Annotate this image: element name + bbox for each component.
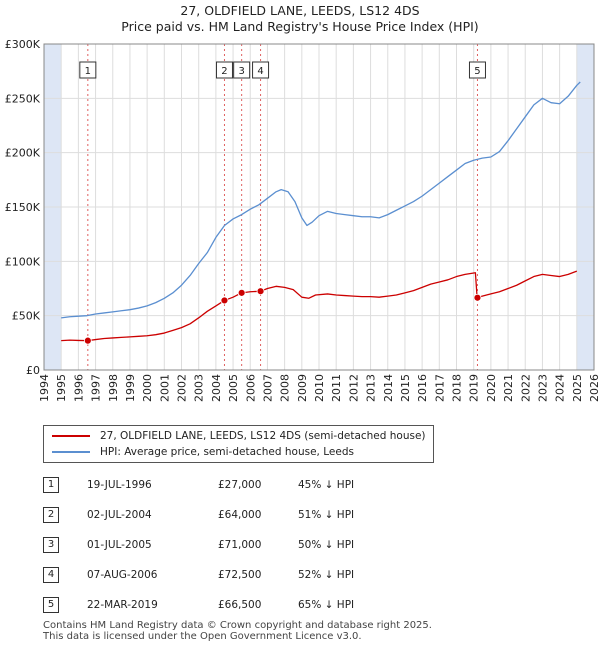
x-tick-label: 1997	[90, 374, 103, 402]
hpi-line	[61, 81, 581, 319]
y-tick-label: £250K	[5, 92, 41, 105]
sale-marker-label-1: 1	[85, 66, 91, 77]
sale-marker-label-2: 2	[221, 66, 227, 77]
x-tick-label: 2013	[365, 374, 378, 402]
plot-frame	[43, 43, 595, 371]
x-tick-label: 1994	[38, 374, 51, 402]
sale-point-4	[256, 287, 265, 296]
legend-item-hpi: HPI: Average price, semi-detached house,…	[52, 445, 354, 459]
sale-hpi-diff: 50% ↓ HPI	[298, 539, 355, 551]
y-tick-label: £200K	[5, 147, 41, 160]
legend-item-property: 27, OLDFIELD LANE, LEEDS, LS12 4DS (semi…	[52, 429, 426, 443]
price-chart: 1 2 3 4 5£0£50K£100K£150K£200K£250K£300K1994…	[5, 38, 600, 402]
sale-hpi-diff: 52% ↓ HPI	[298, 569, 355, 581]
sale-date: 01-JUL-2005	[87, 539, 152, 551]
x-tick-label: 2020	[485, 374, 498, 402]
x-tick-label: 2008	[279, 374, 292, 402]
x-tick-label: 1996	[72, 374, 85, 402]
x-tick-label: 2000	[141, 374, 154, 402]
sale-hpi-diff: 45% ↓ HPI	[298, 479, 355, 491]
footer-copyright: Contains HM Land Registry data © Crown c…	[43, 620, 432, 631]
y-tick-label: £150K	[5, 201, 41, 214]
sale-number-badge: 4	[43, 567, 59, 583]
table-row: 1 19-JUL-1996 £27,000 45% ↓ HPI	[43, 477, 403, 493]
legend-label-property: 27, OLDFIELD LANE, LEEDS, LS12 4DS (semi…	[100, 430, 426, 442]
sale-number-badge: 1	[43, 477, 59, 493]
chart-title: 27, OLDFIELD LANE, LEEDS, LS12 4DS	[180, 3, 420, 18]
sale-point-5	[473, 293, 482, 302]
sale-marker-box-2	[215, 61, 233, 79]
x-tick-label: 2023	[536, 374, 549, 402]
sale-price: £71,000	[218, 539, 262, 551]
x-tick-label: 1995	[55, 374, 68, 402]
x-tick-label: 2014	[382, 374, 395, 402]
sale-marker-box-1	[79, 61, 97, 79]
x-tick-label: 2004	[210, 374, 223, 402]
x-tick-label: 2019	[468, 374, 481, 402]
sale-point-1	[83, 336, 92, 345]
x-tick-label: 2009	[296, 374, 309, 402]
x-tick-label: 2011	[330, 374, 343, 402]
legend: 27, OLDFIELD LANE, LEEDS, LS12 4DS (semi…	[43, 425, 434, 463]
x-tick-label: 2017	[433, 374, 446, 402]
x-tick-label: 2002	[176, 374, 189, 402]
legend-label-hpi: HPI: Average price, semi-detached house,…	[100, 446, 354, 458]
sale-marker-box-4	[252, 61, 270, 79]
sale-price: £66,500	[218, 599, 262, 611]
x-tick-label: 2001	[158, 374, 171, 402]
y-tick-label: £300K	[5, 38, 41, 51]
x-tick-label: 2007	[261, 374, 274, 402]
x-tick-label: 2003	[193, 374, 206, 402]
sale-hpi-diff: 51% ↓ HPI	[298, 509, 355, 521]
sale-point-2	[220, 296, 229, 305]
table-row: 5 22-MAR-2019 £66,500 65% ↓ HPI	[43, 597, 403, 613]
sale-date: 22-MAR-2019	[87, 599, 158, 611]
table-row: 2 02-JUL-2004 £64,000 51% ↓ HPI	[43, 507, 403, 523]
chart-subtitle: Price paid vs. HM Land Registry's House …	[121, 19, 479, 34]
sale-point-3	[237, 288, 246, 297]
sale-marker-label-3: 3	[238, 66, 244, 77]
legend-swatch-hpi	[52, 451, 90, 453]
footer-license: This data is licensed under the Open Gov…	[43, 631, 362, 642]
x-tick-label: 1998	[107, 374, 120, 402]
sale-number-badge: 5	[43, 597, 59, 613]
x-tick-label: 2005	[227, 374, 240, 402]
sale-marker-box-3	[233, 61, 251, 79]
y-tick-label: £100K	[5, 255, 41, 268]
table-row: 4 07-AUG-2006 £72,500 52% ↓ HPI	[43, 567, 403, 583]
legend-swatch-property	[52, 435, 90, 437]
x-tick-label: 2016	[416, 374, 429, 402]
sale-price: £72,500	[218, 569, 262, 581]
x-tick-label: 2018	[451, 374, 464, 402]
x-tick-label: 2010	[313, 374, 326, 402]
sale-marker-label-5: 5	[474, 66, 480, 77]
sale-date: 02-JUL-2004	[87, 509, 152, 521]
y-tick-label: £0	[26, 364, 40, 377]
sale-date: 19-JUL-1996	[87, 479, 152, 491]
sale-number-badge: 3	[43, 537, 59, 553]
sale-hpi-diff: 65% ↓ HPI	[298, 599, 355, 611]
x-tick-label: 2022	[519, 374, 532, 402]
x-tick-label: 1999	[124, 374, 137, 402]
footer: Contains HM Land Registry data © Crown c…	[43, 620, 432, 642]
x-tick-label: 2015	[399, 374, 412, 402]
x-tick-label: 2006	[244, 374, 257, 402]
sale-marker-box-5	[468, 61, 486, 79]
sale-number-badge: 2	[43, 507, 59, 523]
sale-date: 07-AUG-2006	[87, 569, 158, 581]
x-tick-label: 2012	[347, 374, 360, 402]
property-price-line	[61, 270, 578, 342]
x-tick-label: 2026	[588, 374, 600, 402]
y-tick-label: £50K	[12, 310, 41, 323]
sale-marker-label-4: 4	[257, 66, 263, 77]
sale-price: £27,000	[218, 479, 262, 491]
x-tick-label: 2024	[554, 374, 567, 402]
x-tick-label: 2021	[502, 374, 515, 402]
x-tick-label: 2025	[571, 374, 584, 402]
table-row: 3 01-JUL-2005 £71,000 50% ↓ HPI	[43, 537, 403, 553]
sale-price: £64,000	[218, 509, 262, 521]
